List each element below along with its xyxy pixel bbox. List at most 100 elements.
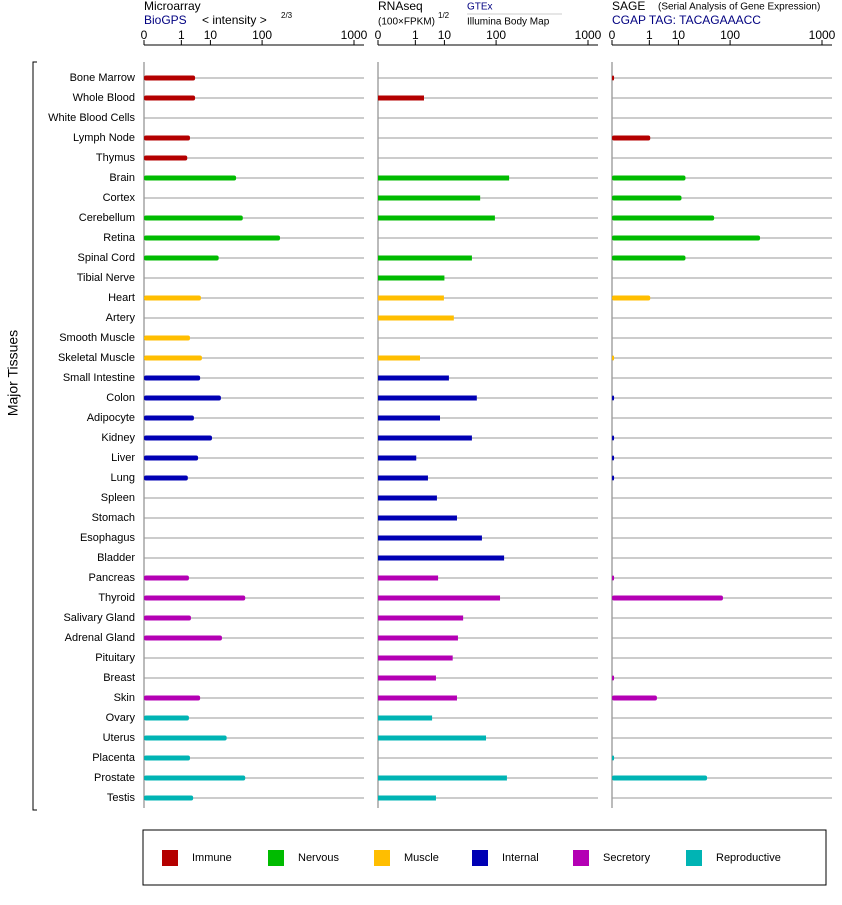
- tissue-label: Colon: [106, 392, 135, 404]
- tissue-label: Skin: [114, 692, 135, 704]
- legend-label: Reproductive: [716, 852, 781, 864]
- tissue-label: Stomach: [92, 512, 135, 524]
- axis-exponent: 2/3: [281, 11, 293, 20]
- bar: [612, 755, 615, 761]
- tissue-label: Pituitary: [95, 652, 135, 664]
- tissue-label: Cerebellum: [79, 212, 135, 224]
- tissue-label: Thymus: [96, 152, 136, 164]
- x-tick-label: 1: [646, 28, 653, 42]
- x-tick-label: 100: [252, 28, 272, 42]
- tissue-label: Brain: [109, 172, 135, 184]
- axis-label: < intensity >: [202, 13, 267, 27]
- bar: [378, 455, 417, 461]
- bar: [378, 595, 501, 601]
- bar: [378, 635, 458, 641]
- tissue-label: Breast: [103, 672, 135, 684]
- bar: [144, 175, 237, 181]
- bar: [378, 475, 428, 481]
- bar: [612, 775, 708, 781]
- bar: [144, 215, 243, 221]
- bar: [144, 335, 190, 341]
- bar: [378, 555, 505, 561]
- bar: [378, 715, 433, 721]
- bar: [378, 735, 487, 741]
- bar: [144, 155, 188, 161]
- bar: [612, 255, 686, 261]
- tissue-label: Ovary: [106, 712, 136, 724]
- tissue-label: Esophagus: [80, 532, 136, 544]
- bar: [612, 675, 615, 681]
- tissue-label: Spleen: [101, 492, 135, 504]
- x-tick-label: 10: [672, 28, 686, 42]
- bar: [144, 695, 201, 701]
- bar: [378, 375, 449, 381]
- tissue-label: Placenta: [92, 752, 136, 764]
- tissue-label: Kidney: [101, 432, 135, 444]
- panel-source: GTEx: [467, 2, 493, 13]
- bar: [378, 515, 457, 521]
- tissue-label: Small Intestine: [63, 372, 135, 384]
- bar: [378, 495, 437, 501]
- panel-source: CGAP TAG: TACAGAAACC: [612, 13, 761, 27]
- bar: [378, 575, 439, 581]
- bar: [144, 595, 246, 601]
- axis-exponent: 1/2: [438, 11, 450, 20]
- tissue-label: Smooth Muscle: [59, 332, 135, 344]
- bar: [612, 235, 761, 241]
- bar: [378, 795, 436, 801]
- bar: [144, 255, 219, 261]
- tissue-label: Salivary Gland: [63, 612, 135, 624]
- bar: [378, 695, 457, 701]
- bar: [378, 415, 441, 421]
- axis-label: (100×FPKM): [378, 17, 435, 28]
- panel-subtitle: (Serial Analysis of Gene Expression): [658, 2, 820, 13]
- bar: [378, 675, 436, 681]
- bar: [144, 415, 194, 421]
- tissue-label: Heart: [108, 292, 135, 304]
- panel-title: SAGE: [612, 0, 645, 13]
- legend-label: Internal: [502, 852, 539, 864]
- bar: [144, 455, 199, 461]
- bar: [144, 395, 221, 401]
- bar: [612, 175, 686, 181]
- legend-swatch: [573, 850, 589, 866]
- tissue-label: Testis: [107, 792, 136, 804]
- bar: [612, 455, 615, 461]
- x-tick-label: 10: [438, 28, 452, 42]
- bar: [378, 435, 472, 441]
- bar: [144, 95, 196, 101]
- x-tick-label: 100: [486, 28, 506, 42]
- bar: [378, 615, 464, 621]
- bar: [144, 715, 189, 721]
- tissue-label: Bladder: [97, 552, 135, 564]
- tissue-label: Bone Marrow: [70, 72, 135, 84]
- bar: [144, 775, 246, 781]
- bar: [378, 315, 454, 321]
- tissue-label: Thyroid: [98, 592, 135, 604]
- tissue-label: Tibial Nerve: [77, 272, 135, 284]
- legend-label: Immune: [192, 852, 232, 864]
- x-tick-label: 1000: [809, 28, 836, 42]
- bar: [144, 235, 281, 241]
- x-tick-label: 1000: [575, 28, 602, 42]
- tissue-label: Pancreas: [89, 572, 136, 584]
- bar: [144, 375, 201, 381]
- bar: [612, 435, 615, 441]
- bar: [612, 135, 651, 141]
- bar: [612, 75, 615, 81]
- bar: [378, 775, 507, 781]
- bar: [144, 435, 213, 441]
- bar: [378, 355, 420, 361]
- tissue-label: Adipocyte: [87, 412, 135, 424]
- bar: [378, 275, 445, 281]
- bar: [378, 535, 482, 541]
- legend-swatch: [162, 850, 178, 866]
- tissue-label: Adrenal Gland: [65, 632, 135, 644]
- tissue-label: Skeletal Muscle: [58, 352, 135, 364]
- tissue-label: Uterus: [103, 732, 136, 744]
- bar: [378, 195, 481, 201]
- legend-label: Nervous: [298, 852, 339, 864]
- panel-source: Illumina Body Map: [467, 17, 550, 28]
- y-axis-label: Major Tissues: [5, 330, 21, 416]
- bar: [378, 655, 453, 661]
